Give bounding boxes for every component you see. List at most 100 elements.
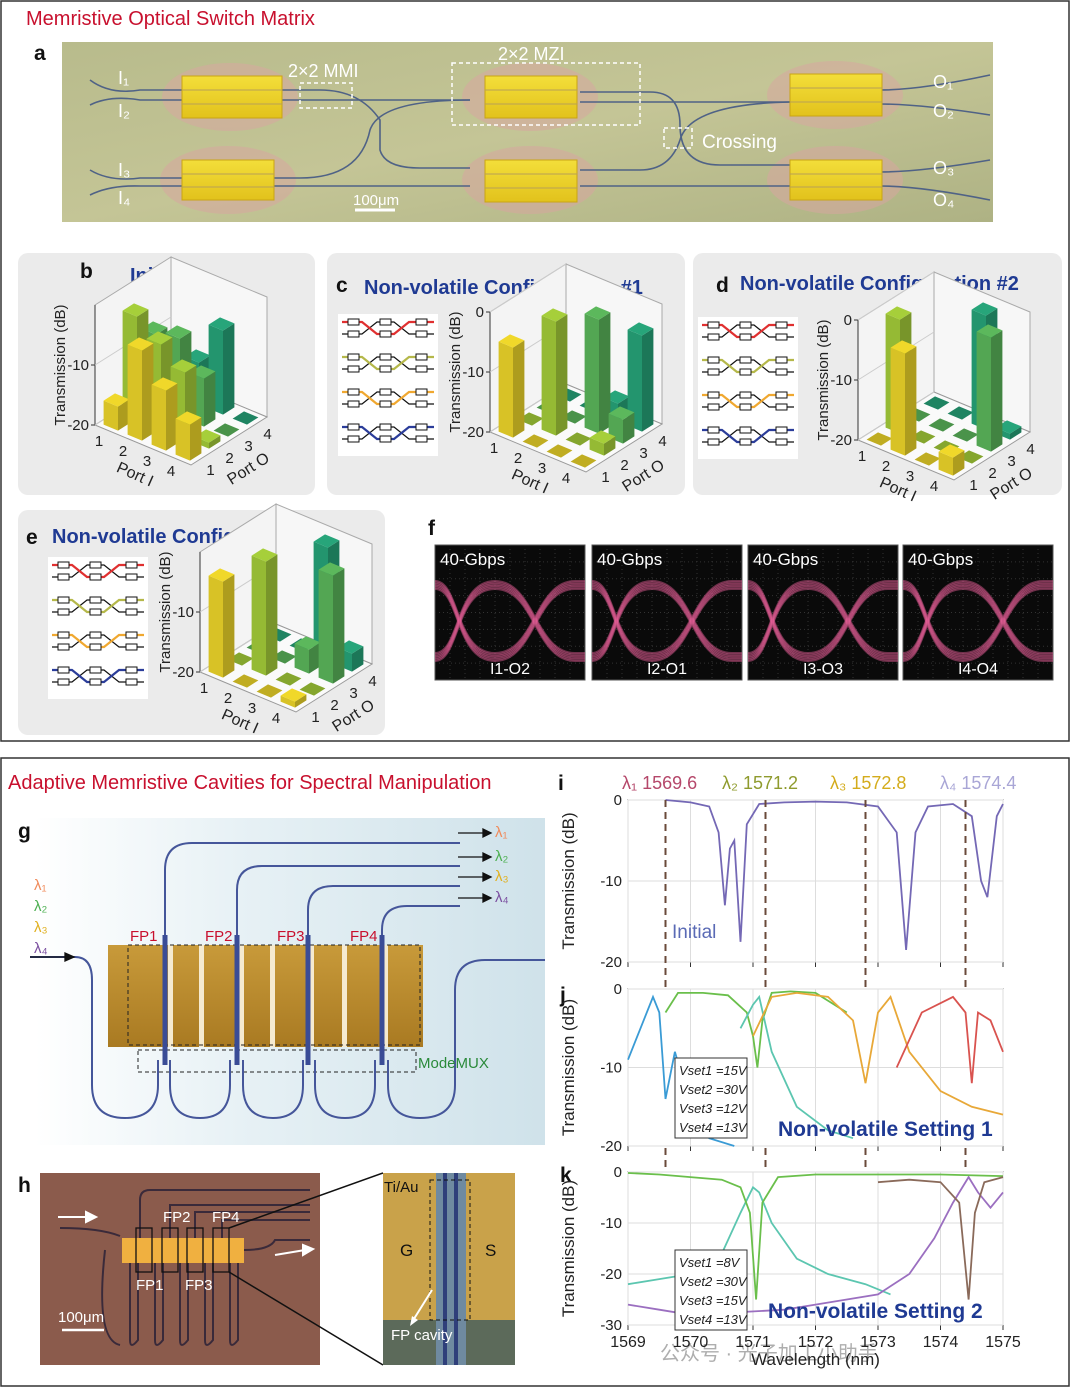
output-wavelength: λ₃ (495, 868, 509, 885)
section-title: Adaptive Memristive Cavities for Spectra… (8, 772, 492, 794)
bar-side (352, 646, 364, 672)
phase-shifter (125, 561, 138, 569)
y-tick-label: -10 (67, 357, 89, 374)
z-tick-label: 2 (620, 457, 628, 474)
bar (127, 337, 154, 441)
x-tick-label: 1570 (673, 1334, 709, 1351)
marker-wavelength: 1571.2 (743, 773, 798, 793)
phase-shifter (347, 400, 360, 408)
bar-front (584, 313, 599, 434)
bar-side (223, 574, 235, 678)
y-tick-label: 0 (476, 304, 484, 321)
bit-rate-label: 40-Gbps (440, 550, 505, 569)
cavity-label: FP4 (350, 928, 378, 945)
bar-top (885, 306, 912, 320)
bar (175, 411, 202, 461)
spectrum-line (739, 994, 854, 1140)
cavity-label: FP1 (136, 1277, 164, 1294)
bar-side (513, 340, 525, 438)
settings-box (674, 1249, 748, 1331)
x-tick-label: 4 (272, 710, 280, 727)
bar (928, 418, 955, 432)
setting-label: Vset3 =15V (679, 1293, 748, 1308)
marker-label: λ₁ (622, 773, 637, 793)
bar-front (938, 451, 953, 476)
bar (976, 324, 1003, 452)
phase-shifter (707, 438, 720, 446)
x-tick-label: 1571 (735, 1334, 771, 1351)
bar-side (223, 323, 235, 415)
z-tick-label: 3 (244, 438, 252, 455)
y-axis-title: Transmission (dB) (559, 812, 578, 949)
eye-trace (902, 586, 1053, 661)
bar (947, 406, 974, 420)
panel-letter: g (18, 820, 31, 843)
bar-top (122, 303, 149, 317)
phase-shifter (379, 435, 392, 443)
panel-letter: k (560, 1164, 572, 1187)
spectrum-line (752, 991, 1004, 1116)
y-tick-label: -10 (600, 1060, 622, 1077)
phase-shifter (415, 423, 428, 431)
bar-top (498, 334, 525, 348)
bar (608, 406, 635, 444)
phase-shifter (775, 356, 788, 364)
phase-shifter (89, 608, 102, 616)
settings-box (674, 1057, 748, 1139)
phase-shifter (739, 333, 752, 341)
x-tick-label: 1574 (923, 1334, 959, 1351)
eye-trace (747, 588, 898, 662)
eye-diagram: 40-Gbps I2-O1 (591, 544, 743, 681)
marker-label: λ₄ (940, 773, 956, 793)
eye-trace (747, 584, 898, 659)
bar (546, 444, 573, 458)
bar-top (318, 562, 345, 576)
switch-schematic (698, 317, 798, 459)
phase-shifter (775, 426, 788, 434)
scale-bar-label: 100μm (353, 192, 399, 209)
eye-trace (902, 584, 1053, 659)
phase-shifter (415, 435, 428, 443)
z-tick-label: 1 (311, 709, 319, 726)
bar (275, 672, 302, 686)
z-tick-label: 4 (658, 433, 666, 450)
phase-shifter (707, 333, 720, 341)
y-axis-title: Transmission (dB) (559, 999, 578, 1136)
bar-top (608, 406, 635, 420)
bar-top (103, 393, 130, 407)
bar-front (103, 400, 118, 431)
bar (299, 682, 326, 696)
bar-top (294, 636, 321, 650)
phase-shifter (125, 608, 138, 616)
eye-trace (591, 583, 742, 658)
z-tick-label: 1 (601, 469, 609, 486)
eye-trace (747, 586, 898, 661)
x-tick-label: 2 (119, 443, 127, 460)
panel-letter: e (26, 526, 38, 549)
eye-trace (747, 581, 898, 656)
phase-shifter (89, 596, 102, 604)
spectrum-line (877, 1176, 1004, 1300)
annotation: Non-volatile Setting 1 (778, 1118, 993, 1141)
y-tick-label: -20 (600, 1266, 622, 1283)
bar (256, 684, 283, 698)
x-tick-label: 1572 (798, 1334, 834, 1351)
phase-shifter (57, 631, 70, 639)
panel-letter: b (80, 260, 93, 283)
bar-top (627, 322, 654, 336)
phase-shifter (739, 426, 752, 434)
bar (627, 322, 654, 432)
phase-shifter (89, 561, 102, 569)
bar (570, 454, 597, 468)
bar-top (589, 430, 616, 444)
bar-top (299, 682, 326, 696)
panel-letter: i (558, 772, 564, 795)
x-tick-label: 3 (143, 453, 151, 470)
bar-top (275, 672, 302, 686)
x-tick-label: 1 (95, 433, 103, 450)
cavity-label: FP3 (277, 928, 305, 945)
y-tick-label: 0 (614, 792, 622, 809)
phase-shifter (379, 330, 392, 338)
phase-shifter (379, 400, 392, 408)
bar (923, 396, 950, 410)
